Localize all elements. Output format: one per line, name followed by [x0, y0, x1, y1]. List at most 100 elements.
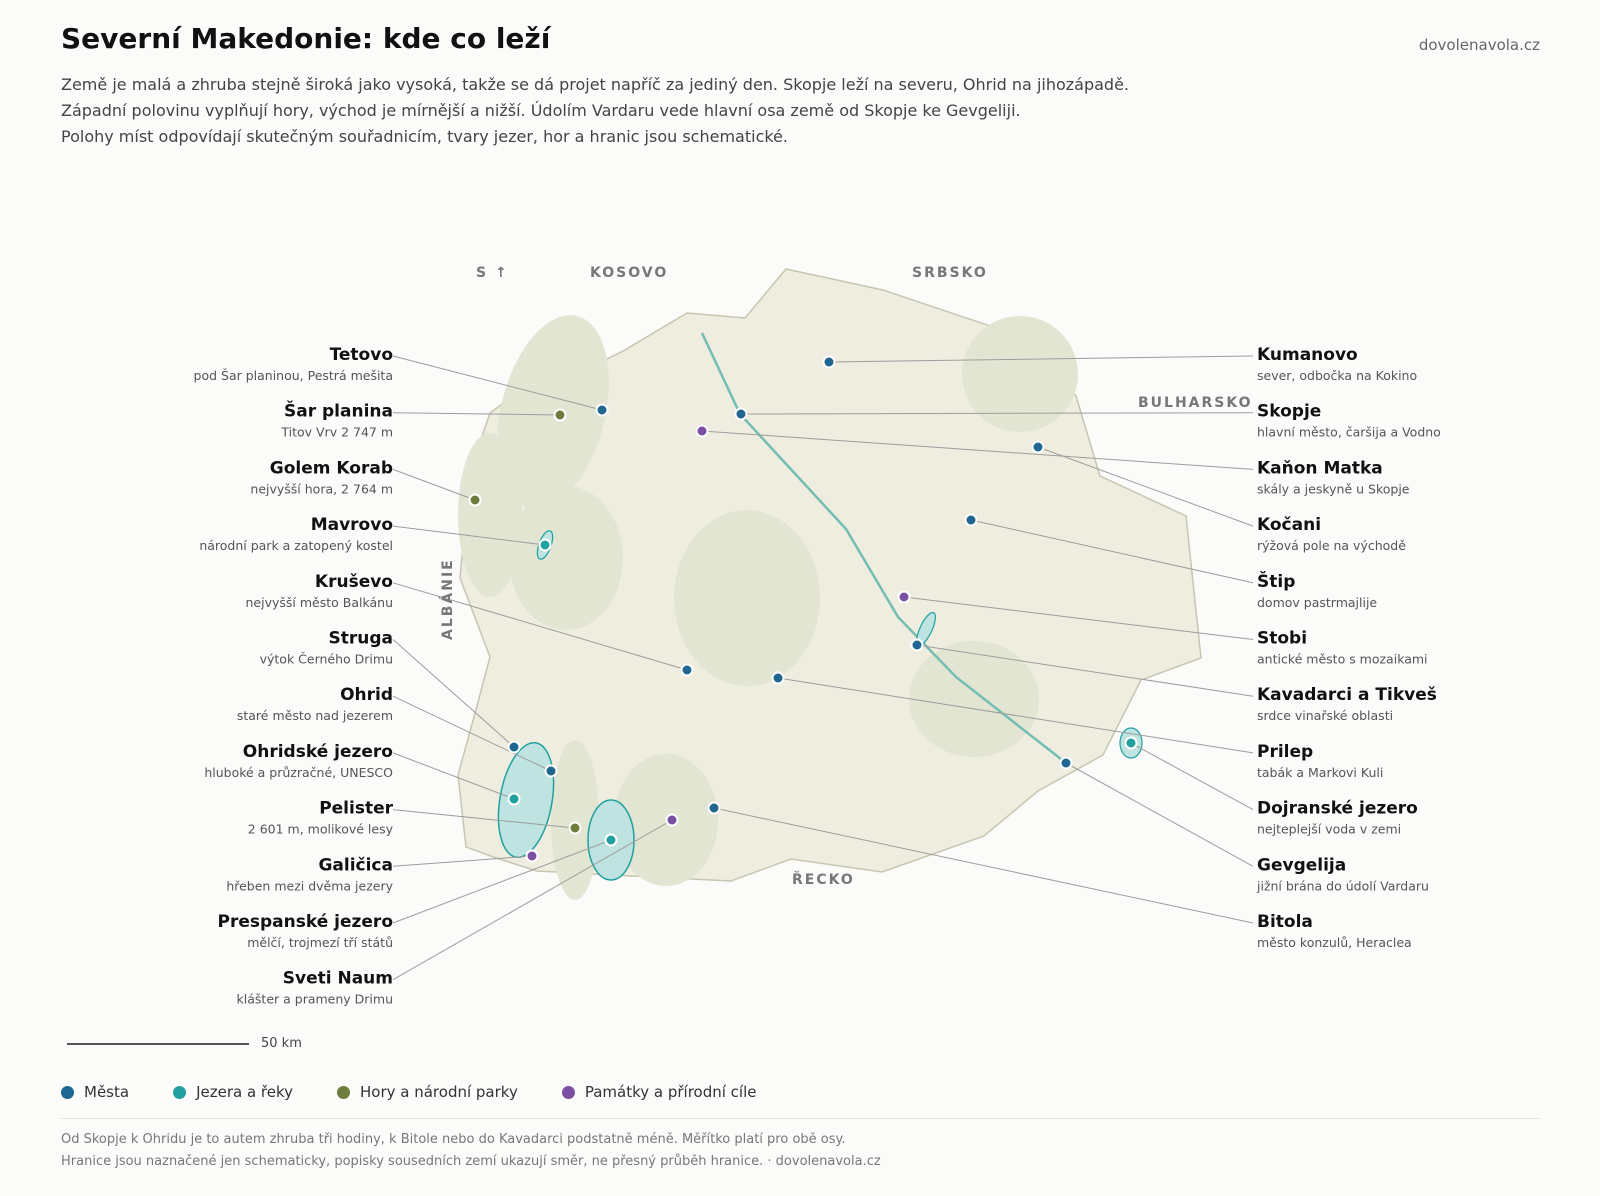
- place-description: národní park a zatopený kostel: [199, 538, 393, 553]
- site-name[interactable]: dovolenavola.cz: [1418, 36, 1540, 54]
- place-label-place-11[interactable]: Sveti Naum klášter a prameny Drimu: [237, 969, 393, 1007]
- water-marker-icon[interactable]: [1124, 736, 1138, 750]
- place-name: Kumanovo: [1257, 345, 1358, 365]
- leader-line: [970, 519, 1254, 584]
- legend-city-dot-icon: [61, 1085, 74, 1099]
- neighbour-greece: ŘECKO: [792, 871, 855, 888]
- leader-line: [1130, 742, 1254, 811]
- leader-line: [392, 412, 561, 416]
- place-label-place-0[interactable]: Tetovo pod Šar planinou, Pestrá mešita: [194, 345, 393, 383]
- leader-line: [828, 355, 1254, 363]
- place-name: Dojranské jezero: [1257, 799, 1418, 819]
- city-marker-icon[interactable]: [507, 740, 521, 754]
- place-label-place-10[interactable]: Prespanské jezero mělčí, trojmezí tří stá…: [218, 912, 394, 950]
- water-marker-icon[interactable]: [604, 833, 618, 847]
- city-marker-icon[interactable]: [1031, 440, 1045, 454]
- leader-line: [701, 430, 1254, 470]
- place-name: Štip: [1257, 570, 1295, 592]
- place-label-place-12[interactable]: Kumanovo sever, odbočka na Kokino: [1257, 345, 1417, 383]
- place-labels: Tetovo pod Šar planinou, Pestrá mešita Šar…: [194, 345, 1441, 1007]
- footer-divider: [61, 1118, 1540, 1119]
- sight-marker-icon[interactable]: [525, 849, 539, 863]
- place-label-place-19[interactable]: Prilep tabák a Markovi Kuli: [1257, 742, 1383, 780]
- leader-line: [392, 525, 546, 546]
- place-name: Pelister: [319, 799, 393, 819]
- hills-layer: [458, 315, 1078, 900]
- leader-line: [392, 809, 576, 829]
- water-marker-icon[interactable]: [538, 538, 552, 552]
- place-description: hlavní město, čaršija a Vodno: [1257, 425, 1441, 440]
- place-label-place-9[interactable]: Galičica hřeben mezi dvěma jezery: [226, 855, 393, 893]
- leader-line: [713, 807, 1254, 924]
- legend-item-sights[interactable]: Památky a přírodní cíle: [561, 1083, 756, 1101]
- city-marker-icon[interactable]: [1059, 756, 1073, 770]
- place-name: Kočani: [1257, 515, 1321, 535]
- place-label-place-3[interactable]: Mavrovo národní park a zatopený kostel: [199, 515, 393, 553]
- place-name: Tetovo: [330, 345, 393, 365]
- place-label-place-14[interactable]: Kaňon Matka skály a jeskyně u Skopje: [1257, 458, 1410, 496]
- city-marker-icon[interactable]: [544, 764, 558, 778]
- legend-item-cities[interactable]: Města: [61, 1083, 129, 1101]
- place-description: srdce vinařské oblasti: [1257, 708, 1393, 723]
- place-name: Prilep: [1257, 742, 1313, 762]
- place-label-place-18[interactable]: Kavadarci a Tikveš srdce vinařské oblasti: [1257, 685, 1437, 723]
- place-label-place-16[interactable]: Štip domov pastrmajlije: [1257, 570, 1377, 610]
- place-description: skály a jeskyně u Skopje: [1257, 481, 1410, 496]
- city-marker-icon[interactable]: [910, 638, 924, 652]
- place-description: pod Šar planinou, Pestrá mešita: [194, 368, 393, 383]
- city-marker-icon[interactable]: [734, 407, 748, 421]
- legend-label: Města: [84, 1083, 130, 1101]
- place-label-place-22[interactable]: Bitola město konzulů, Heraclea: [1257, 912, 1412, 950]
- city-marker-icon[interactable]: [771, 671, 785, 685]
- legend-water-dot-icon: [173, 1085, 187, 1099]
- place-label-place-1[interactable]: Šar planina Titov Vrv 2 747 m: [280, 400, 393, 440]
- place-name: Gevgelija: [1257, 855, 1346, 875]
- leader-line: [392, 819, 673, 981]
- place-label-place-2[interactable]: Golem Korab nejvyšší hora, 2 764 m: [250, 458, 393, 496]
- neighbour-serbia: SRBSKO: [912, 265, 988, 281]
- place-description: nejteplejší voda v zemi: [1257, 822, 1401, 837]
- sight-marker-icon[interactable]: [695, 424, 709, 438]
- sight-marker-icon[interactable]: [665, 813, 679, 827]
- mountain-marker-icon[interactable]: [568, 821, 582, 835]
- city-marker-icon[interactable]: [707, 801, 721, 815]
- leader-line: [392, 855, 533, 867]
- place-label-place-4[interactable]: Kruševo nejvyšší město Balkánu: [246, 572, 394, 610]
- place-name: Galičica: [318, 855, 393, 875]
- sight-marker-icon[interactable]: [897, 590, 911, 604]
- city-marker-icon[interactable]: [595, 403, 609, 417]
- place-label-place-17[interactable]: Stobi antické město s mozaikami: [1257, 629, 1428, 667]
- place-label-place-7[interactable]: Ohridské jezero hluboké a průzračné, UNES…: [204, 742, 393, 780]
- place-name: Struga: [329, 629, 394, 649]
- place-name: Šar planina: [284, 400, 393, 422]
- legend-item-water[interactable]: Jezera a řeky: [173, 1083, 293, 1101]
- intro-line: Západní polovinu vyplňují hory, východ j…: [61, 101, 1021, 120]
- city-marker-icon[interactable]: [964, 513, 978, 527]
- hill-osogovo: [962, 316, 1078, 432]
- legend-item-mountains[interactable]: Hory a národní parky: [337, 1083, 518, 1101]
- city-marker-icon[interactable]: [822, 355, 836, 369]
- place-label-place-8[interactable]: Pelister 2 601 m, molikové lesy: [248, 799, 394, 837]
- place-description: jižní brána do údolí Vardaru: [1256, 878, 1429, 893]
- city-marker-icon[interactable]: [680, 663, 694, 677]
- place-label-place-15[interactable]: Kočani rýžová pole na východě: [1257, 515, 1406, 553]
- leader-line: [392, 695, 552, 772]
- legend-label: Hory a národní parky: [360, 1083, 518, 1101]
- place-label-place-6[interactable]: Ohrid staré město nad jezerem: [237, 685, 393, 723]
- place-description: sever, odbočka na Kokino: [1257, 368, 1417, 383]
- legend-label: Jezera a řeky: [196, 1083, 293, 1101]
- leader-line: [740, 412, 1254, 415]
- legend-sight-dot-icon: [561, 1085, 575, 1099]
- legend: Města Jezera a řeky Hory a národní parky…: [61, 1080, 800, 1104]
- mountain-marker-icon[interactable]: [553, 408, 567, 422]
- place-label-place-20[interactable]: Dojranské jezero nejteplejší voda v zemi: [1257, 799, 1418, 837]
- place-description: výtok Černého Drimu: [260, 652, 393, 667]
- scale-bar: [67, 1043, 249, 1045]
- lakes-layer: [497, 530, 1143, 881]
- place-label-place-13[interactable]: Skopje hlavní město, čaršija a Vodno: [1257, 402, 1441, 440]
- water-marker-icon[interactable]: [507, 792, 521, 806]
- place-label-place-5[interactable]: Struga výtok Černého Drimu: [260, 629, 393, 667]
- place-label-place-21[interactable]: Gevgelija jižní brána do údolí Vardaru: [1256, 855, 1429, 893]
- leader-line: [392, 839, 612, 924]
- mountain-marker-icon[interactable]: [468, 493, 482, 507]
